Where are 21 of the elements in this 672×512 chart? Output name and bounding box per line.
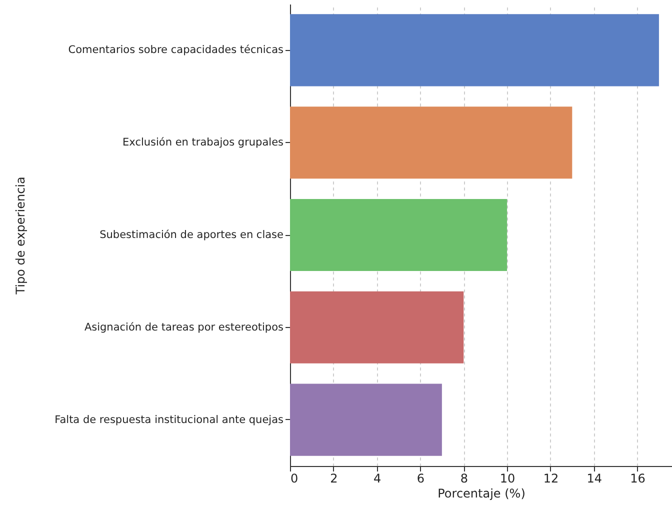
y-tick-label: Subestimación de aportes en clase <box>100 229 284 241</box>
x-tick-label: 4 <box>374 472 382 486</box>
x-tick-label: 10 <box>500 472 516 486</box>
bar <box>290 198 508 272</box>
x-tick-label: 2 <box>330 472 338 486</box>
y-tick-label: Falta de respuesta institucional ante quejas <box>54 414 284 426</box>
x-tick-label: 14 <box>586 472 602 486</box>
bar <box>290 291 464 364</box>
bar <box>290 14 659 86</box>
y-axis-title: Tipo de experiencia <box>14 176 28 296</box>
y-tick-label: Exclusión en trabajos grupales <box>122 136 284 149</box>
x-tick-label: 6 <box>416 472 425 486</box>
bar <box>290 106 572 179</box>
bar <box>290 384 442 456</box>
x-tick-label: 0 <box>290 472 298 486</box>
y-tick-label: Asignación de tareas por estereotipos <box>84 321 284 334</box>
y-tick-label: Comentarios sobre capacidades técnicas <box>68 44 284 56</box>
x-axis-title: Porcentaje (%) <box>438 486 526 500</box>
x-tick-label: 12 <box>543 472 559 486</box>
x-tick-label: 16 <box>630 472 646 486</box>
x-tick-label: 8 <box>460 472 468 486</box>
